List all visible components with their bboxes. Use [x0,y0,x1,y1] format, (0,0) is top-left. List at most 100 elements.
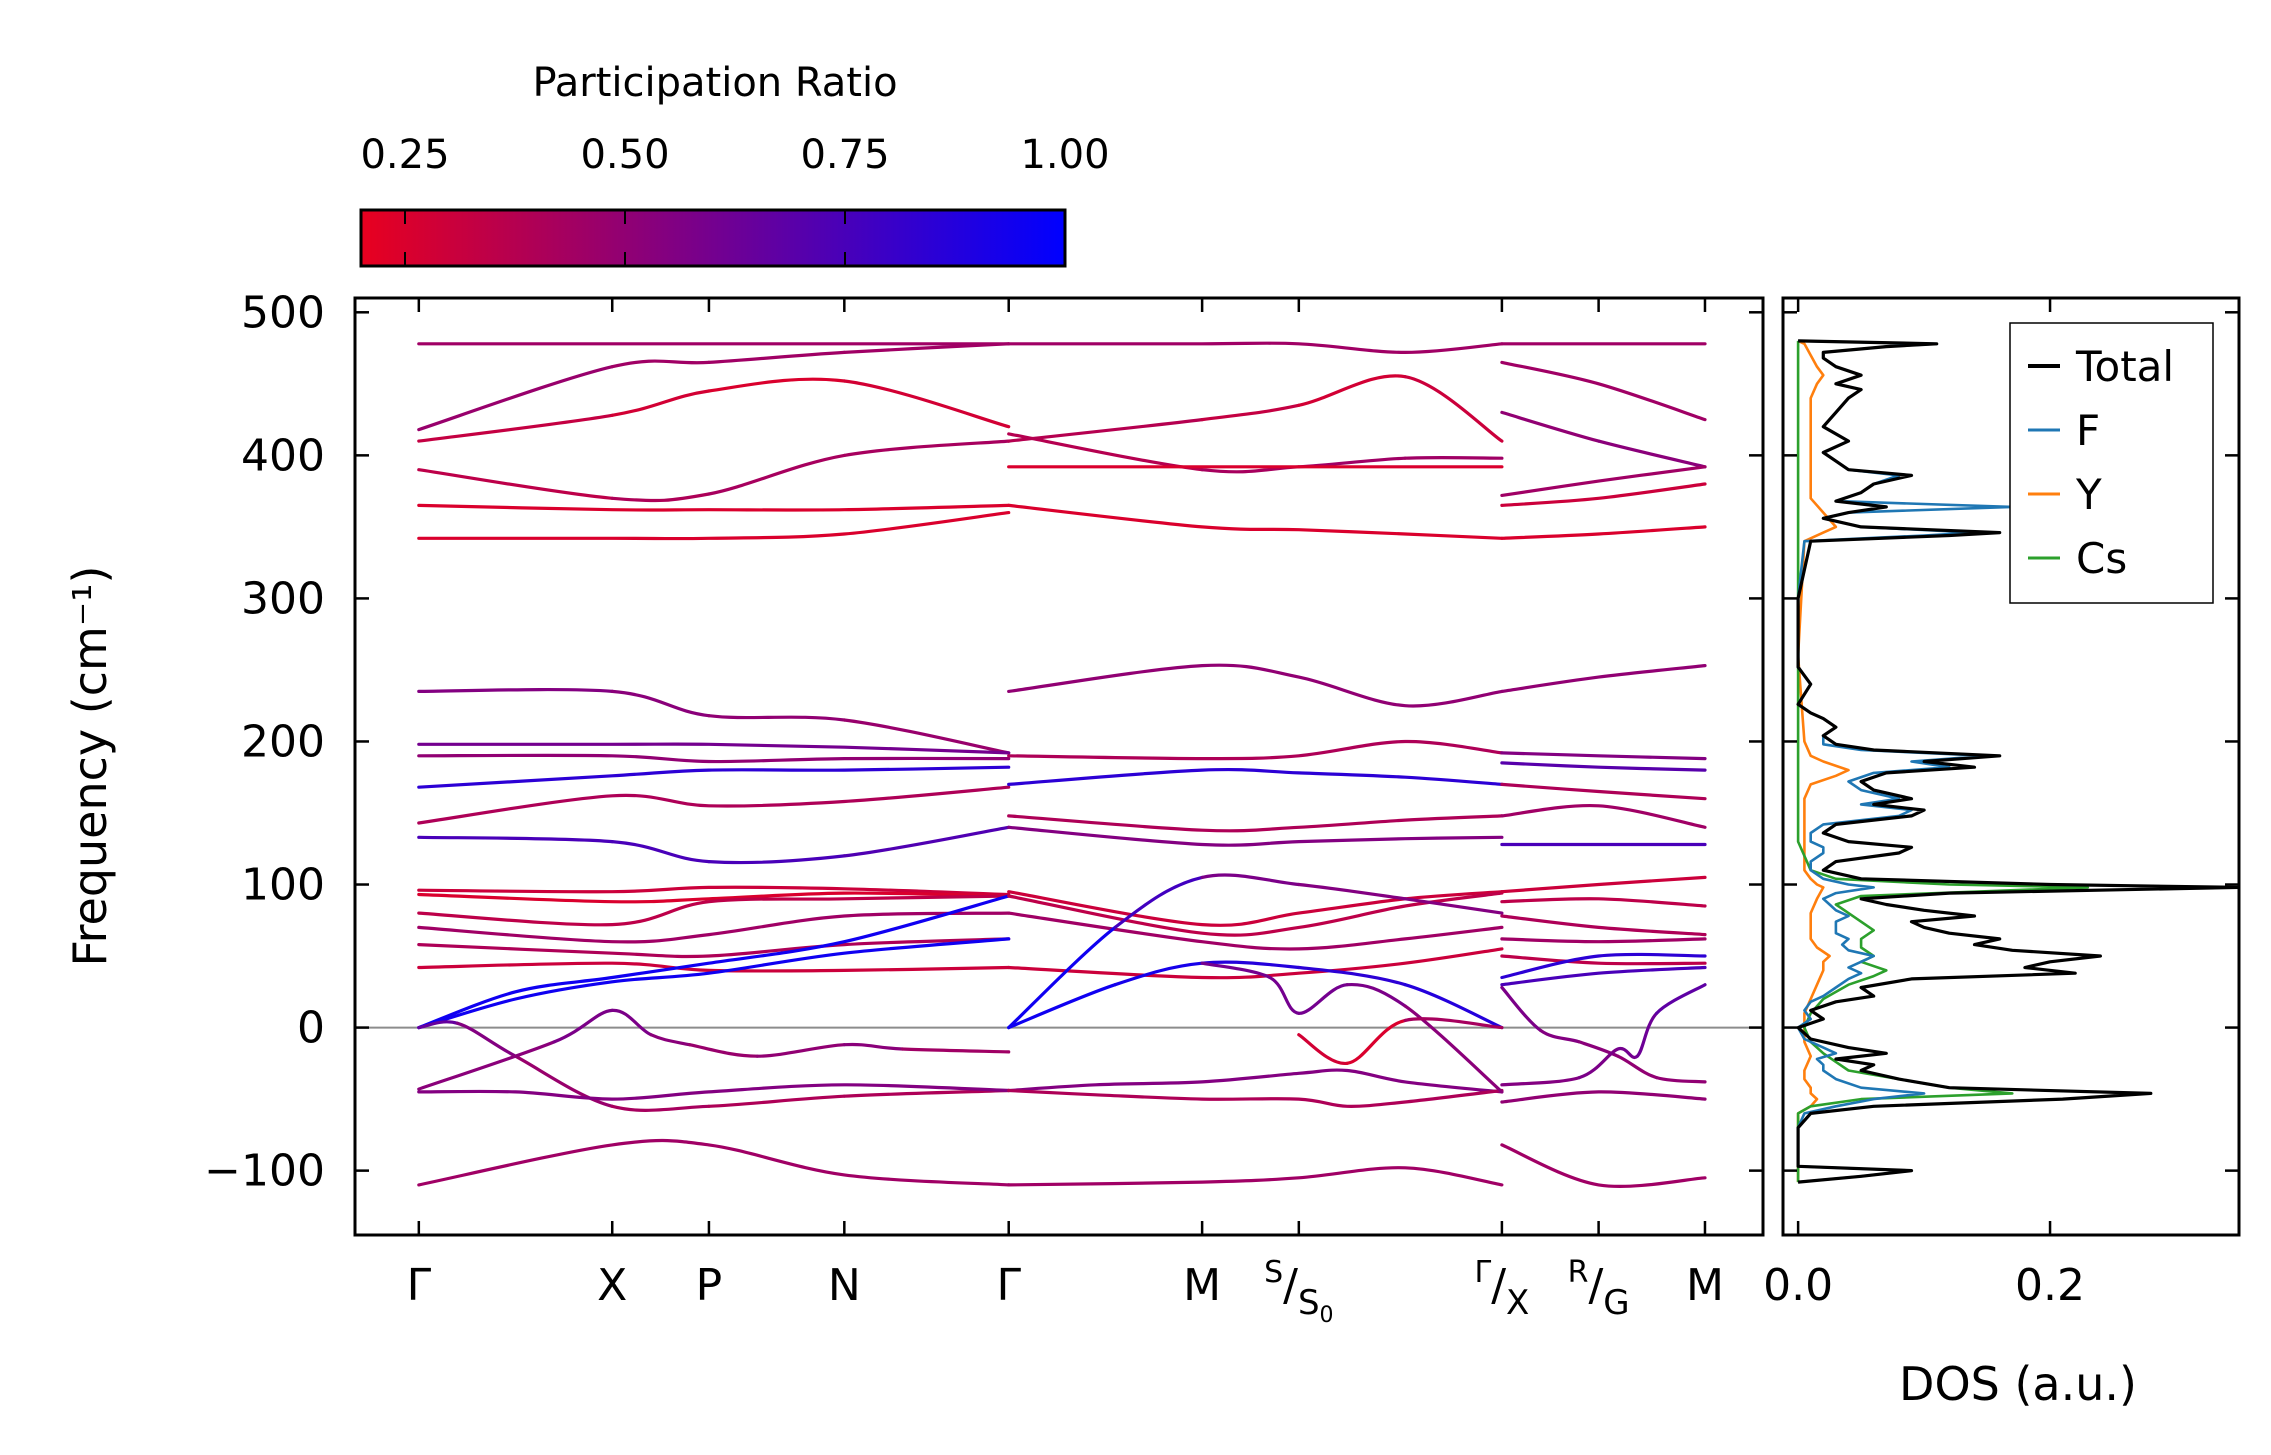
phonon-band-segment [1268,975,1301,1015]
phonon-band-segment [1297,965,1407,987]
phonon-band [1007,947,1504,980]
phonon-band-segment [842,718,1011,755]
phonon-band [1500,803,1707,829]
y-tick-label: 200 [241,716,325,767]
phonon-band-segment [842,825,1011,858]
phonon-band-segment [1403,455,1504,460]
phonon-band-segment [1297,374,1407,407]
colorbar-tick-labels: 0.25 0.50 0.75 1.00 [360,132,1109,178]
phonon-band-segment [610,1008,653,1037]
y-tick-label: 300 [241,573,325,624]
phonon-band-segment [513,1054,614,1108]
phonon-band-segment [417,413,614,443]
y-tick-label: 400 [241,430,325,481]
phonon-band-segment [1655,983,1707,1015]
phonon-band-segment [1297,1033,1349,1065]
phonon-band [1500,782,1707,801]
phonon-band-segment [688,1043,759,1058]
phonon-band [417,742,1011,755]
phonon-band [1500,1143,1707,1188]
phonon-band-segment [417,1040,556,1091]
phonon-band-segment [1500,985,1543,1032]
phonon-band [417,937,1011,959]
y-tick-label: 500 [241,287,325,338]
band-structure-frame [353,296,1765,1237]
phonon-band [417,511,1011,541]
phonon-band-segment [1007,418,1204,443]
phonon-band [417,891,1011,904]
legend-label-y: Y [2075,470,2102,519]
phonon-band-segment [455,1021,518,1058]
legend-label-cs: Cs [2076,534,2127,583]
phonon-band-segment [1655,1076,1707,1084]
k-point-label: S/S0 [1264,1255,1333,1328]
phonon-band [1500,914,1707,937]
phonon-band-segment [1297,882,1407,901]
phonon-band-segment [1403,375,1504,443]
phonon-band-segment [842,1088,1011,1098]
dos-x-axis-label: DOS (a.u.) [1899,1357,2137,1411]
phonon-band-segment [1200,403,1301,422]
phonon-band-segment [1577,1047,1620,1080]
phonon-band-segment [707,350,846,364]
phonon-band-segment [1200,960,1301,970]
phonon-band [417,765,1011,789]
phonon-band [1007,739,1504,761]
phonon-band [1500,482,1707,507]
dos-frame [1781,296,2241,1237]
phonon-band-segment [610,689,711,718]
k-point-label: Γ/X [1474,1255,1529,1323]
phonon-band-segment [842,342,1011,354]
dos-ticks [1783,298,2239,1235]
phonon-band-segment [1007,432,1204,472]
phonon-band-segment [1200,873,1301,887]
k-point-label: P [696,1260,723,1311]
phonon-band [1007,341,1504,355]
k-point-label: M [1686,1260,1724,1311]
dos-curve-f [1796,339,2014,1184]
phonon-band [1500,525,1707,540]
dos-panel: 0.0 0.2 DOS (a.u.) Total FY Cs [1763,296,2241,1411]
dos-curves [1796,339,2239,1184]
y-tick-label: 0 [297,1003,325,1054]
y-axis-label: Frequency (cm⁻¹) [63,566,117,967]
phonon-band-segment [610,359,711,369]
phonon-band [1500,897,1707,908]
colorbar-tick-label: 0.25 [360,132,449,178]
phonon-band-segment [1113,875,1204,929]
y-tick-label: 100 [241,860,325,911]
phonon-band [417,753,1011,764]
phonon-band [1007,825,1504,847]
phonon-band-segment [707,854,846,865]
phonon-band-segment [1297,983,1349,1015]
phonon-band-segment [1403,897,1504,915]
phonon-band [1007,663,1504,708]
dos-curve-total [1796,339,2239,1184]
phonon-band-segment [900,1047,1011,1054]
phonon-band-segment [842,439,1011,457]
dos-x-tick-label: 0.0 [1763,1260,1833,1311]
k-point-label: M [1183,1260,1221,1311]
phonon-band [1500,664,1707,693]
phonon-band [1500,761,1707,772]
phonon-band-segment [707,714,846,722]
phonon-band-segment [610,840,711,864]
phonon-band-segment [417,1020,460,1030]
phonon-band-segment [1403,1017,1504,1030]
band-structure-panel: Frequency (cm⁻¹) −100 0 100 200 300 400 500 Γ X… [63,287,1765,1328]
phonon-band-segment [1403,983,1504,1030]
phonon-band [1007,814,1504,833]
dos-x-tick-labels: 0.0 0.2 [1763,1260,2085,1311]
dos-legend: Total FY Cs [2009,322,2214,604]
phonon-band-segment [1113,961,1204,987]
phonon-band [417,1083,1011,1101]
dos-x-tick-label: 0.2 [2015,1260,2085,1311]
colorbar-tick-label: 0.50 [580,132,669,178]
phonon-band [1007,503,1504,540]
phonon-band-segment [552,1008,614,1044]
phonon-band-segment [1577,1040,1620,1058]
phonon-band [1500,465,1707,497]
phonon-band-segment [707,377,846,393]
phonon-band [1500,875,1707,894]
phonon-band-segment [610,492,711,503]
